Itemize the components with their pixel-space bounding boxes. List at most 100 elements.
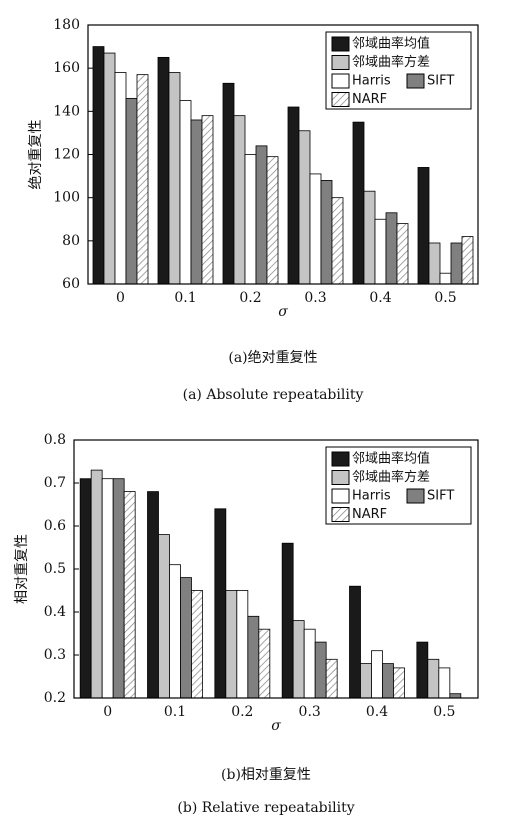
legend-swatch	[331, 55, 350, 70]
bar	[349, 585, 361, 699]
bar	[103, 52, 116, 285]
bar	[309, 173, 322, 285]
y-tick-label: 180	[53, 17, 80, 33]
bar	[374, 218, 387, 285]
bar	[287, 106, 300, 285]
bar	[169, 564, 181, 699]
caption: (b)相对重复性	[221, 766, 311, 783]
legend-swatch	[331, 36, 350, 52]
bar	[281, 542, 294, 699]
x-tick-label: 0.3	[304, 290, 326, 306]
bar	[214, 508, 227, 699]
legend-swatch	[331, 488, 350, 504]
plot-frame	[87, 24, 479, 285]
caption-en: (b) Relative repeatability	[177, 800, 354, 816]
y-tick-label: 0.7	[44, 475, 66, 491]
bar	[147, 491, 159, 699]
y-tick-label: 0.4	[44, 604, 66, 620]
y-tick-label: 120	[53, 147, 80, 163]
bar	[168, 72, 181, 285]
bar	[244, 154, 257, 285]
bar	[331, 197, 344, 285]
bar	[90, 469, 103, 699]
y-axis-label: 绝对重复性	[27, 120, 44, 190]
bar	[179, 100, 192, 285]
bar	[158, 534, 170, 699]
x-tick-label: 0.1	[174, 290, 196, 306]
bar	[382, 663, 394, 699]
x-tick-label: 0.4	[366, 704, 388, 720]
legend-label: NARF	[352, 507, 387, 522]
bar	[314, 641, 327, 699]
legend-label: SIFT	[427, 489, 454, 504]
bar	[247, 615, 260, 699]
bar	[125, 97, 138, 285]
x-tick-label: 0.2	[239, 290, 261, 306]
x-tick-label: 0.3	[299, 704, 321, 720]
bar	[438, 667, 451, 699]
bar	[180, 577, 192, 699]
y-tick-label: 80	[62, 233, 80, 249]
x-tick-label: 0.5	[433, 704, 455, 720]
bar	[236, 590, 249, 699]
x-tick-label: 0	[103, 704, 112, 720]
bar	[371, 650, 383, 699]
legend-label: Harris	[352, 74, 391, 89]
caption-en: (a) Absolute repeatability	[183, 387, 364, 403]
legend-swatch	[331, 451, 350, 467]
y-tick-label: 100	[53, 190, 80, 206]
bar	[112, 478, 125, 699]
bar	[428, 242, 441, 285]
caption: (a)绝对重复性	[228, 349, 317, 366]
legend-label: NARF	[352, 92, 387, 107]
bar	[225, 590, 238, 699]
x-axis-label: σ	[278, 304, 288, 320]
legend-label: 邻域曲率方差	[352, 54, 430, 70]
legend-box	[325, 446, 472, 525]
bar	[255, 145, 268, 285]
bar	[449, 693, 462, 699]
bar	[233, 115, 246, 285]
bar	[352, 121, 365, 285]
bar	[385, 212, 398, 285]
y-tick-label: 60	[62, 276, 80, 292]
bar	[427, 658, 440, 699]
bar	[92, 46, 105, 285]
bar	[190, 119, 203, 285]
bar	[101, 478, 114, 699]
legend-label: 邻域曲率方差	[352, 469, 430, 485]
bar	[363, 190, 376, 285]
legend-label: SIFT	[427, 74, 454, 89]
bar	[396, 223, 409, 285]
bar	[303, 628, 316, 699]
bar	[201, 115, 214, 285]
bar	[320, 179, 333, 285]
y-tick-label: 0.3	[44, 647, 66, 663]
y-tick-label: 0.5	[44, 561, 66, 577]
x-axis-label: σ	[271, 718, 281, 734]
legend-box	[325, 31, 472, 110]
bar	[136, 74, 149, 285]
bar	[461, 236, 474, 285]
legend-label: Harris	[352, 489, 391, 504]
legend-swatch	[331, 470, 350, 485]
bar	[79, 478, 92, 699]
y-tick-label: 0.8	[44, 432, 66, 448]
bar	[360, 663, 372, 699]
bar	[123, 491, 136, 699]
bar	[416, 641, 429, 699]
bar	[222, 82, 235, 285]
bar	[298, 130, 311, 285]
bar	[393, 667, 405, 699]
x-tick-label: 0	[116, 290, 125, 306]
bar	[417, 167, 430, 285]
bar	[439, 272, 452, 285]
y-tick-label: 160	[53, 60, 80, 76]
bar	[325, 658, 338, 699]
x-tick-label: 0.1	[164, 704, 186, 720]
legend-label: 邻域曲率均值	[352, 451, 430, 467]
bar	[157, 56, 170, 285]
bar	[191, 590, 203, 699]
bar	[258, 628, 271, 699]
